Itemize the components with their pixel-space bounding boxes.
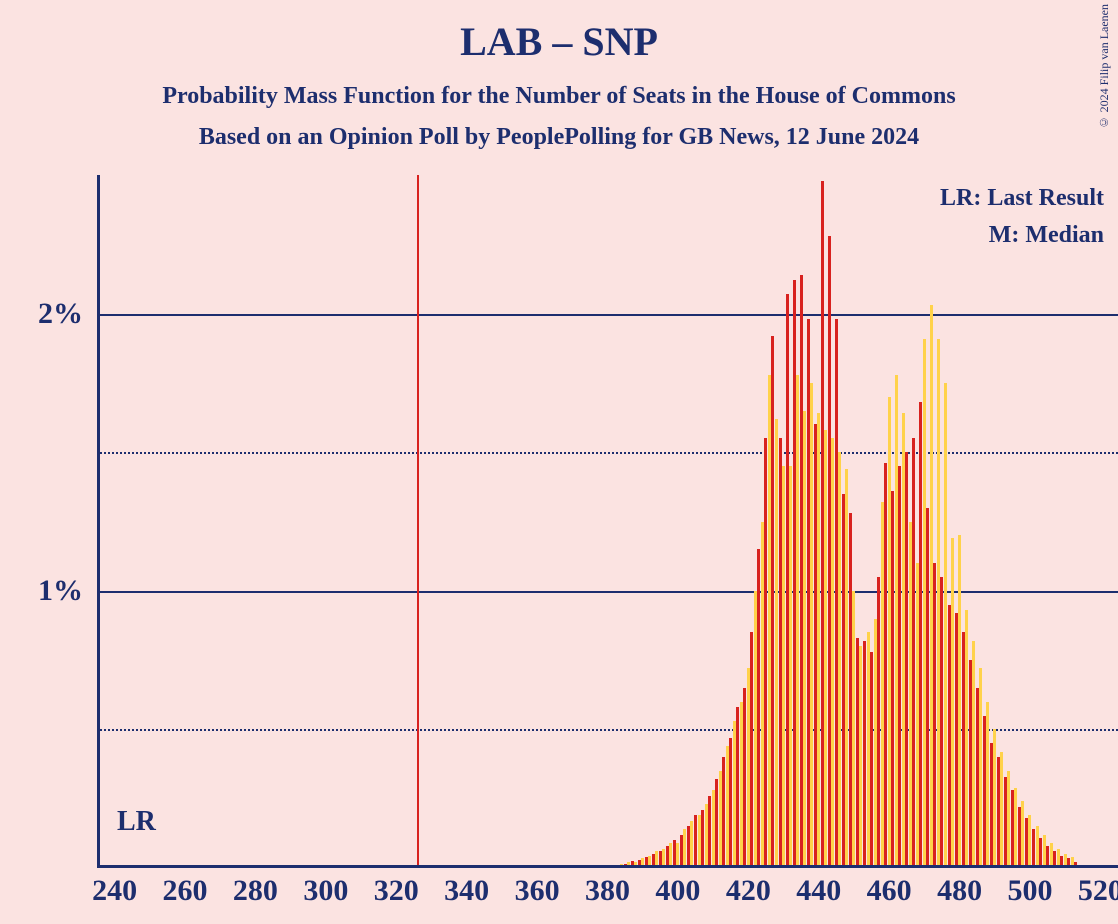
last-result-label: LR	[117, 806, 156, 838]
x-tick-label: 420	[726, 874, 771, 908]
legend: LR: Last Result M: Median	[940, 185, 1104, 249]
x-tick-label: 320	[374, 874, 419, 908]
x-tick-label: 520	[1078, 874, 1118, 908]
x-tick-label: 360	[515, 874, 560, 908]
x-tick-label: 480	[937, 874, 982, 908]
legend-lr: LR: Last Result	[940, 185, 1104, 212]
x-tick-labels: 2402602803003203403603804004204404604805…	[97, 868, 1118, 874]
x-tick-label: 400	[655, 874, 700, 908]
x-tick-label: 280	[233, 874, 278, 908]
chart-page: © 2024 Filip van Laenen LAB – SNP Probab…	[0, 0, 1118, 924]
y-axis	[97, 175, 100, 868]
x-tick-label: 260	[163, 874, 208, 908]
x-tick-label: 500	[1007, 874, 1052, 908]
plot-area: 2% 1% LR LR: Last Result M: Median 24026…	[97, 175, 1118, 868]
x-tick-label: 340	[444, 874, 489, 908]
chart-subtitle-2: Based on an Opinion Poll by PeoplePollin…	[0, 110, 1118, 151]
x-tick-label: 300	[303, 874, 348, 908]
y-tick-label: 1%	[38, 574, 97, 608]
x-tick-label: 240	[92, 874, 137, 908]
title-block: LAB – SNP Probability Mass Function for …	[0, 0, 1118, 151]
chart-subtitle-1: Probability Mass Function for the Number…	[0, 65, 1118, 110]
x-tick-label: 380	[585, 874, 630, 908]
legend-m: M: Median	[940, 222, 1104, 249]
bar-container	[97, 175, 1118, 868]
chart-title: LAB – SNP	[0, 0, 1118, 65]
copyright: © 2024 Filip van Laenen	[1097, 4, 1112, 129]
x-tick-label: 460	[867, 874, 912, 908]
last-result-line	[417, 175, 419, 868]
y-tick-label: 2%	[38, 297, 97, 331]
x-tick-label: 440	[796, 874, 841, 908]
